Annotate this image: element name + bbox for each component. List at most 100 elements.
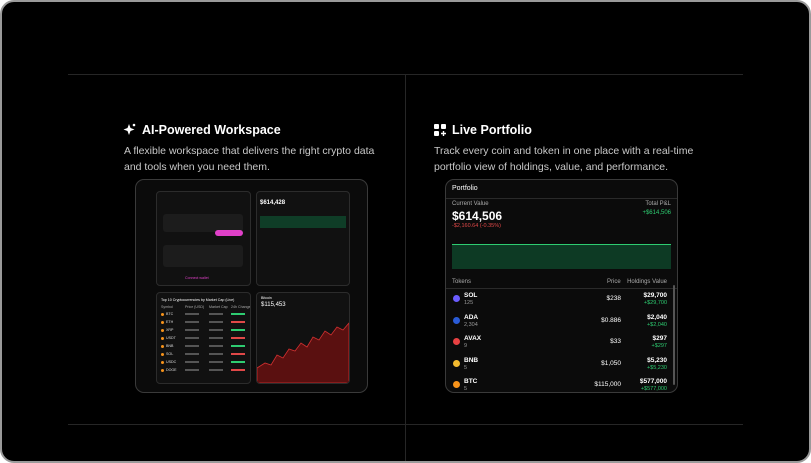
cell — [209, 361, 223, 363]
portfolio-card: Portfolio Current Value $614,506 -$2,160… — [445, 179, 678, 393]
table-header: Market Cap — [209, 305, 228, 309]
description: A flexible workspace that delivers the r… — [124, 145, 375, 157]
amount: 5 — [464, 364, 468, 371]
chart-value: $115,453 — [261, 302, 286, 308]
table-panel: Top 10 Cryptocurrencies by Market Cap (L… — [156, 292, 251, 384]
description: Track every coin and token in one place … — [434, 145, 694, 157]
amount: 9 — [464, 343, 468, 349]
cell — [209, 353, 223, 355]
cell — [231, 329, 245, 331]
price: $0.886 — [601, 316, 621, 324]
table-header: Symbol — [161, 305, 173, 309]
token-icon — [453, 359, 460, 367]
area-chart — [452, 244, 671, 269]
header: Price — [607, 279, 621, 285]
cell — [185, 321, 199, 323]
price: $238 — [606, 295, 621, 302]
holding-value: $5,230 — [647, 356, 667, 364]
symbol: BTC — [464, 378, 478, 385]
current-value: $614,506 — [452, 209, 503, 223]
holding-value: $2,040 — [647, 313, 667, 321]
coin-dot — [161, 361, 164, 364]
connect-button[interactable]: Connect wallet — [185, 276, 209, 280]
cell — [231, 361, 245, 363]
cell — [209, 329, 223, 331]
section-title: Live Portfolio — [452, 123, 532, 137]
token-icon — [453, 316, 460, 324]
symbol: XRP — [166, 328, 174, 332]
cell — [185, 361, 199, 363]
description: and tools when you need them. — [124, 161, 270, 173]
token-icon — [453, 338, 460, 345]
change: -$2,160.64 (-0.35%) — [452, 223, 501, 229]
cell — [185, 353, 199, 355]
cell — [185, 369, 199, 371]
symbol: SOL — [464, 292, 478, 299]
cell — [209, 337, 223, 339]
holding-value: $577,000 — [639, 378, 667, 385]
table-title: Top 10 Cryptocurrencies by Market Cap (L… — [161, 298, 235, 302]
workspace-preview: Connect wallet $614,428 Top 10 Cryptocur… — [135, 179, 368, 393]
holding-value: $29,700 — [643, 292, 668, 299]
table-header: Price (USD) — [185, 305, 205, 309]
label: Current Value — [452, 201, 489, 207]
symbol: ETH — [166, 320, 174, 324]
symbol: BTC — [166, 312, 174, 316]
coin-dot — [161, 345, 164, 348]
cell — [231, 313, 245, 315]
description: portfolio view of holdings, value, and p… — [434, 161, 669, 173]
section-title: AI-Powered Workspace — [142, 123, 281, 137]
coin-dot — [161, 313, 164, 316]
chart-panel: Bitcoin $115,453 — [256, 292, 350, 384]
symbol: SOL — [166, 352, 174, 356]
coin-dot — [161, 321, 164, 324]
cell — [231, 353, 245, 355]
chart-title: Bitcoin — [261, 296, 272, 300]
symbol: AVAX — [464, 335, 482, 342]
token-icon — [453, 381, 460, 388]
area-chart — [257, 322, 349, 383]
holding-value: $297 — [652, 335, 667, 342]
symbol: BNB — [166, 344, 174, 348]
swap-panel: Connect wallet — [156, 191, 251, 286]
symbol: BNB — [464, 356, 479, 364]
cell — [231, 337, 245, 339]
table-header: 24h Change — [231, 305, 251, 309]
symbol: ADA — [464, 313, 479, 321]
cell — [209, 313, 223, 315]
symbol: USDC — [166, 360, 177, 364]
gain: +$297 — [651, 343, 667, 349]
divider — [405, 74, 406, 461]
cell — [209, 345, 223, 347]
pnl-value: +$614,506 — [642, 210, 671, 216]
cell — [231, 369, 245, 371]
gain: +$5,230 — [646, 364, 667, 371]
cell — [209, 369, 223, 371]
cell — [185, 345, 199, 347]
symbol: USDT — [166, 336, 176, 340]
price: $1,050 — [601, 359, 621, 367]
header: Holdings Value — [627, 279, 667, 285]
price: $115,000 — [594, 381, 621, 388]
cell — [209, 321, 223, 323]
label: Total P&L — [645, 201, 671, 207]
cell — [185, 313, 199, 315]
balance-panel: $614,428 — [256, 191, 350, 286]
coin-dot — [161, 337, 164, 340]
cell — [185, 337, 199, 339]
amount: 5 — [464, 386, 468, 392]
card-title: Portfolio — [452, 185, 478, 192]
sparkle-icon — [123, 123, 136, 135]
token-icon — [453, 295, 460, 302]
header: Tokens — [452, 279, 472, 285]
coin-dot — [161, 329, 164, 332]
amount: 125 — [464, 300, 474, 306]
cell — [185, 329, 199, 331]
cell — [231, 345, 245, 347]
cell — [231, 321, 245, 323]
gain: +$29,700 — [643, 300, 667, 306]
price: $33 — [610, 338, 621, 345]
grid-icon — [434, 124, 446, 136]
gain: +$577,000 — [640, 386, 667, 392]
